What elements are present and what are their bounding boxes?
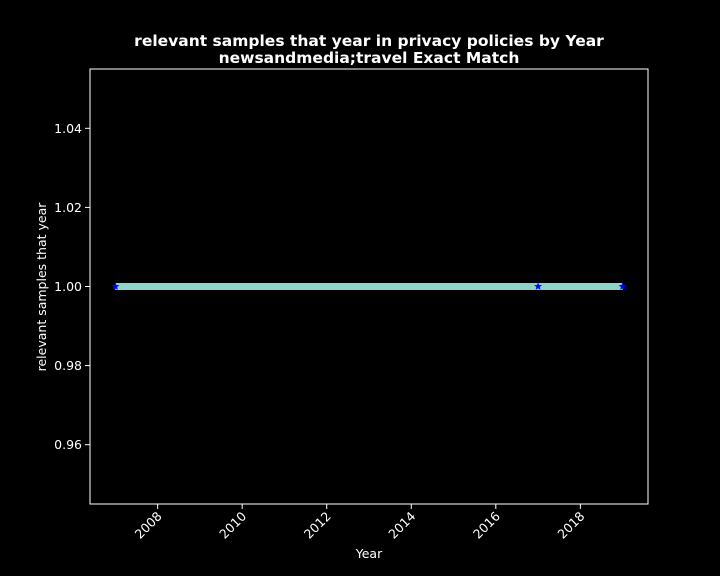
y-tick-label: 1.02 [54, 200, 82, 215]
data-point-marker [534, 282, 543, 290]
y-tick-label: 0.96 [54, 437, 82, 452]
x-tick-label: 2018 [554, 508, 587, 541]
chart-subtitle: newsandmedia;travel Exact Match [219, 49, 520, 67]
series-layer [111, 282, 627, 290]
y-tick-label: 1.04 [54, 121, 82, 136]
data-point-marker [618, 282, 627, 290]
x-tick-label: 2014 [385, 508, 418, 541]
x-tick-label: 2010 [216, 508, 249, 541]
x-tick-label: 2012 [301, 509, 334, 542]
chart-title: relevant samples that year in privacy po… [134, 32, 604, 50]
y-axis-ticks: 0.96 0.98 1.00 1.02 1.04 [54, 121, 90, 452]
data-point-marker [111, 282, 120, 290]
x-axis-label: Year [355, 546, 383, 561]
x-tick-label: 2016 [470, 508, 503, 541]
y-tick-label: 1.00 [54, 279, 82, 294]
x-axis-ticks: 2008 2010 2012 2014 2016 2018 [132, 504, 588, 542]
y-tick-label: 0.98 [54, 358, 82, 373]
y-axis-label: relevant samples that year [34, 202, 49, 372]
x-tick-label: 2008 [132, 508, 165, 541]
